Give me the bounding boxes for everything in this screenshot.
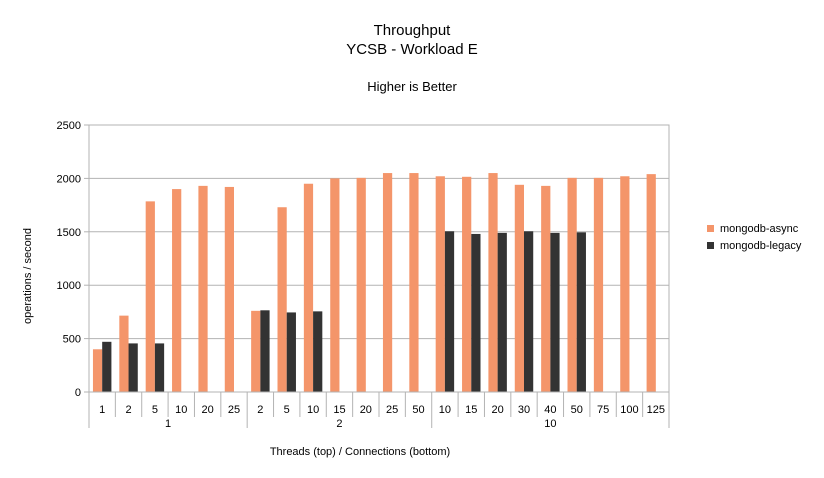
y-tick-labels: 0 500 1000 1500 2000 2500 [57, 120, 81, 399]
bar-mongodb-async [409, 173, 419, 392]
bar-mongodb-async [145, 201, 155, 392]
bar-mongodb-async [92, 349, 103, 392]
bar-mongodb-legacy [497, 232, 507, 392]
bar-mongodb-async [541, 185, 551, 392]
x-group-labels: 1 2 10 [165, 418, 556, 430]
legend-label: mongodb-async [720, 223, 799, 235]
bar-mongodb-async [330, 178, 340, 392]
bar-mongodb-async [593, 177, 604, 392]
x-group-label: 1 [165, 418, 171, 430]
y-axis-label: operations / second [22, 228, 34, 324]
x-tick-label: 2 [125, 404, 131, 416]
x-tick-label: 15 [333, 404, 345, 416]
bar-mongodb-legacy [102, 341, 112, 392]
x-tick-label: 20 [202, 404, 214, 416]
x-group-label: 2 [336, 418, 342, 430]
legend: mongodb-async mongodb-legacy [707, 223, 802, 252]
y-tick-label: 500 [63, 334, 81, 346]
bar-mongodb-async [224, 186, 234, 392]
legend-swatch-mongodb-legacy [707, 242, 714, 249]
bar-mongodb-async [356, 177, 366, 392]
x-axis-label: Threads (top) / Connections (bottom) [270, 446, 450, 458]
x-tick-label: 50 [412, 404, 424, 416]
chart-subtitle: YCSB - Workload E [346, 41, 477, 58]
bar-mongodb-legacy [471, 233, 481, 392]
x-tick-label: 1 [99, 404, 105, 416]
x-tick-label: 75 [597, 404, 609, 416]
x-tick-label: 30 [518, 404, 530, 416]
x-tick-label: 2 [257, 404, 263, 416]
x-tick-label: 10 [307, 404, 319, 416]
bar-mongodb-legacy [286, 312, 296, 392]
x-tick-label: 25 [386, 404, 398, 416]
legend-swatch-mongodb-async [707, 225, 714, 232]
bar-mongodb-legacy [260, 310, 270, 392]
chart-note: Higher is Better [367, 79, 457, 94]
x-tick-label: 10 [439, 404, 451, 416]
bar-mongodb-async [462, 176, 472, 392]
x-tick-label: 100 [620, 404, 638, 416]
axes [88, 124, 670, 428]
bar-mongodb-legacy [128, 343, 138, 392]
bar-mongodb-async [303, 183, 314, 392]
bar-mongodb-legacy [550, 232, 560, 392]
bar-mongodb-legacy [524, 231, 534, 392]
x-tick-label: 20 [492, 404, 504, 416]
x-tick-label: 10 [175, 404, 187, 416]
chart-title: Throughput [374, 22, 452, 39]
x-tick-label: 20 [360, 404, 372, 416]
y-tick-label: 2000 [57, 173, 81, 185]
bar-mongodb-async [620, 176, 630, 392]
bar-mongodb-async [198, 185, 208, 392]
bar-mongodb-legacy [313, 311, 323, 392]
bar-mongodb-legacy [576, 232, 586, 392]
bars [92, 173, 656, 392]
x-tick-label: 125 [647, 404, 665, 416]
bar-mongodb-async [646, 174, 656, 392]
x-tick-label: 40 [544, 404, 556, 416]
bar-mongodb-async [382, 173, 393, 392]
x-tick-labels: 1 2 5 10 20 25 2 5 10 15 20 25 50 10 15 20 30 40 50 75 100 12… [99, 404, 665, 416]
x-tick-label: 50 [571, 404, 583, 416]
bar-mongodb-async [514, 184, 524, 392]
bar-mongodb-async [488, 173, 498, 392]
y-tick-label: 1000 [57, 280, 81, 292]
legend-label: mongodb-legacy [720, 240, 802, 252]
bar-mongodb-legacy [444, 231, 455, 392]
y-tick-label: 2500 [57, 120, 81, 132]
x-tick-label: 5 [152, 404, 158, 416]
bar-mongodb-async [172, 189, 182, 392]
x-tick-label: 15 [465, 404, 477, 416]
bar-mongodb-async [277, 207, 287, 392]
bar-mongodb-async [251, 310, 261, 392]
y-tick-label: 0 [75, 387, 81, 399]
y-tick-label: 1500 [57, 227, 81, 239]
x-tick-label: 5 [284, 404, 290, 416]
bar-mongodb-async [435, 176, 445, 392]
bar-mongodb-async [119, 315, 129, 392]
x-tick-label: 25 [228, 404, 240, 416]
bar-mongodb-async [567, 177, 577, 392]
x-group-label: 10 [544, 418, 556, 430]
bar-mongodb-legacy [154, 343, 165, 392]
